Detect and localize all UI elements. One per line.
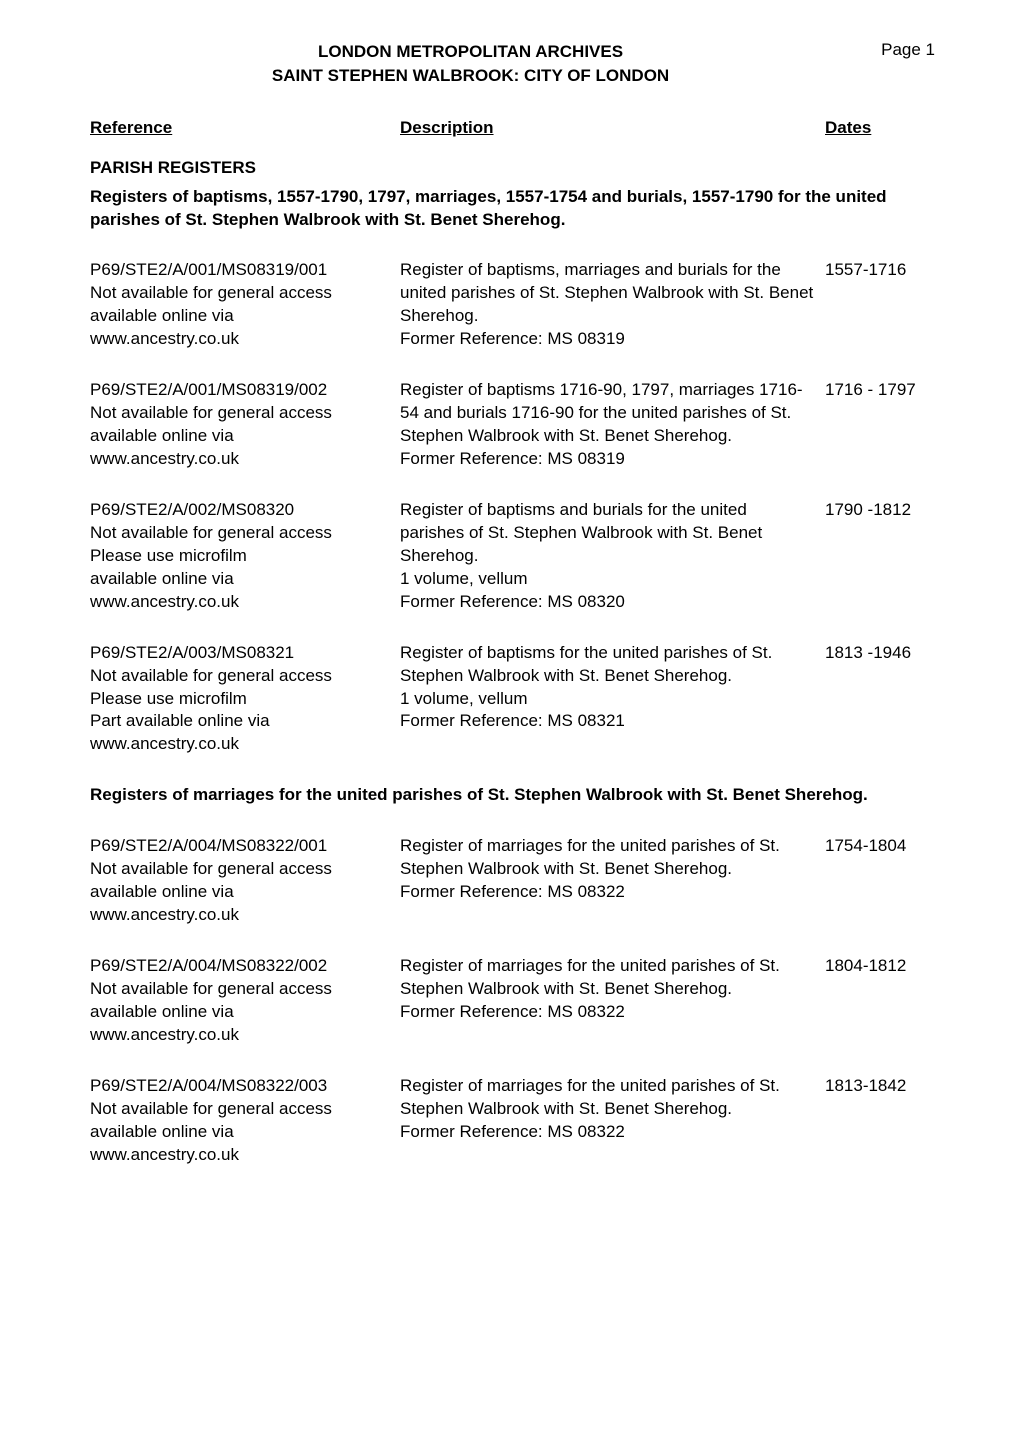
archives-title-line1: LONDON METROPOLITAN ARCHIVES (90, 40, 851, 64)
section: PARISH REGISTERS Registers of baptisms, … (90, 158, 935, 757)
entry-dates: 1790 -1812 (825, 499, 935, 614)
section-subheading: Registers of marriages for the united pa… (90, 784, 935, 807)
entry-dates: 1813-1842 (825, 1075, 935, 1167)
entry-description: Register of baptisms and burials for the… (400, 499, 825, 614)
entry-reference: P69/STE2/A/002/MS08320Not available for … (90, 499, 400, 614)
entry-description: Register of marriages for the united par… (400, 1075, 825, 1167)
column-header-reference: Reference (90, 118, 172, 137)
entry-reference: P69/STE2/A/004/MS08322/002Not available … (90, 955, 400, 1047)
entry-dates: 1557-1716 (825, 259, 935, 351)
section: Registers of marriages for the united pa… (90, 784, 935, 1166)
entry-description: Register of marriages for the united par… (400, 835, 825, 927)
archives-title-line2: SAINT STEPHEN WALBROOK: CITY OF LONDON (90, 64, 851, 88)
entry-description: Register of baptisms, marriages and buri… (400, 259, 825, 351)
section-heading: PARISH REGISTERS (90, 158, 935, 178)
register-entry: P69/STE2/A/004/MS08322/003Not available … (90, 1075, 935, 1167)
register-entry: P69/STE2/A/004/MS08322/001Not available … (90, 835, 935, 927)
entry-reference: P69/STE2/A/004/MS08322/001Not available … (90, 835, 400, 927)
register-entry: P69/STE2/A/001/MS08319/002Not available … (90, 379, 935, 471)
entry-dates: 1716 - 1797 (825, 379, 935, 471)
entry-description: Register of baptisms 1716-90, 1797, marr… (400, 379, 825, 471)
entry-dates: 1754-1804 (825, 835, 935, 927)
entry-reference: P69/STE2/A/001/MS08319/002Not available … (90, 379, 400, 471)
entry-dates: 1804-1812 (825, 955, 935, 1047)
entry-description: Register of baptisms for the united pari… (400, 642, 825, 757)
column-header-description: Description (400, 118, 494, 137)
entry-description: Register of marriages for the united par… (400, 955, 825, 1047)
column-header-dates: Dates (825, 118, 871, 137)
page-number: Page 1 (881, 40, 935, 60)
entry-reference: P69/STE2/A/001/MS08319/001Not available … (90, 259, 400, 351)
register-entry: P69/STE2/A/001/MS08319/001Not available … (90, 259, 935, 351)
column-headers: Reference Description Dates (90, 118, 935, 138)
entry-reference: P69/STE2/A/003/MS08321Not available for … (90, 642, 400, 757)
section-subheading: Registers of baptisms, 1557-1790, 1797, … (90, 186, 935, 232)
register-entry: P69/STE2/A/002/MS08320Not available for … (90, 499, 935, 614)
entry-reference: P69/STE2/A/004/MS08322/003Not available … (90, 1075, 400, 1167)
register-entry: P69/STE2/A/003/MS08321Not available for … (90, 642, 935, 757)
register-entry: P69/STE2/A/004/MS08322/002Not available … (90, 955, 935, 1047)
entry-dates: 1813 -1946 (825, 642, 935, 757)
document-header: LONDON METROPOLITAN ARCHIVES SAINT STEPH… (90, 40, 935, 88)
archives-title: LONDON METROPOLITAN ARCHIVES SAINT STEPH… (90, 40, 851, 88)
